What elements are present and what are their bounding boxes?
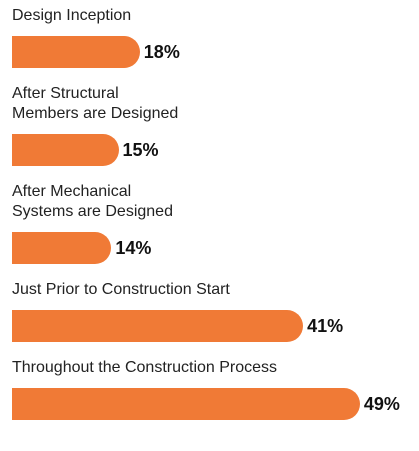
bar xyxy=(12,310,304,342)
category-label: After Mechanical Systems are Designed xyxy=(12,183,173,220)
category-label: Just Prior to Construction Start xyxy=(12,281,230,298)
bar-group: After Structural Members are Designed 15% xyxy=(12,84,419,166)
category-label: Design Inception xyxy=(12,7,132,24)
category-label: After Structural Members are Designed xyxy=(12,85,179,122)
bar xyxy=(12,36,140,68)
bar-group: Design Inception 18% xyxy=(12,6,419,68)
bar-row: 18% xyxy=(12,36,419,68)
bar-group: Just Prior to Construction Start 41% xyxy=(12,280,419,342)
bar-group: After Mechanical Systems are Designed 14% xyxy=(12,182,419,264)
value-label: 18% xyxy=(143,41,180,62)
bar-row: 49% xyxy=(12,388,419,420)
bar xyxy=(12,134,119,166)
bar-row: 15% xyxy=(12,134,419,166)
value-label: 15% xyxy=(122,139,159,160)
value-label: 49% xyxy=(363,393,400,414)
bar xyxy=(12,388,360,420)
bar-row: 14% xyxy=(12,232,419,264)
bar-row: 41% xyxy=(12,310,419,342)
value-label: 41% xyxy=(307,315,344,336)
value-label: 14% xyxy=(115,237,152,258)
category-label: Throughout the Construction Process xyxy=(12,359,278,376)
bar-group: Throughout the Construction Process 49% xyxy=(12,358,419,420)
bar xyxy=(12,232,112,264)
